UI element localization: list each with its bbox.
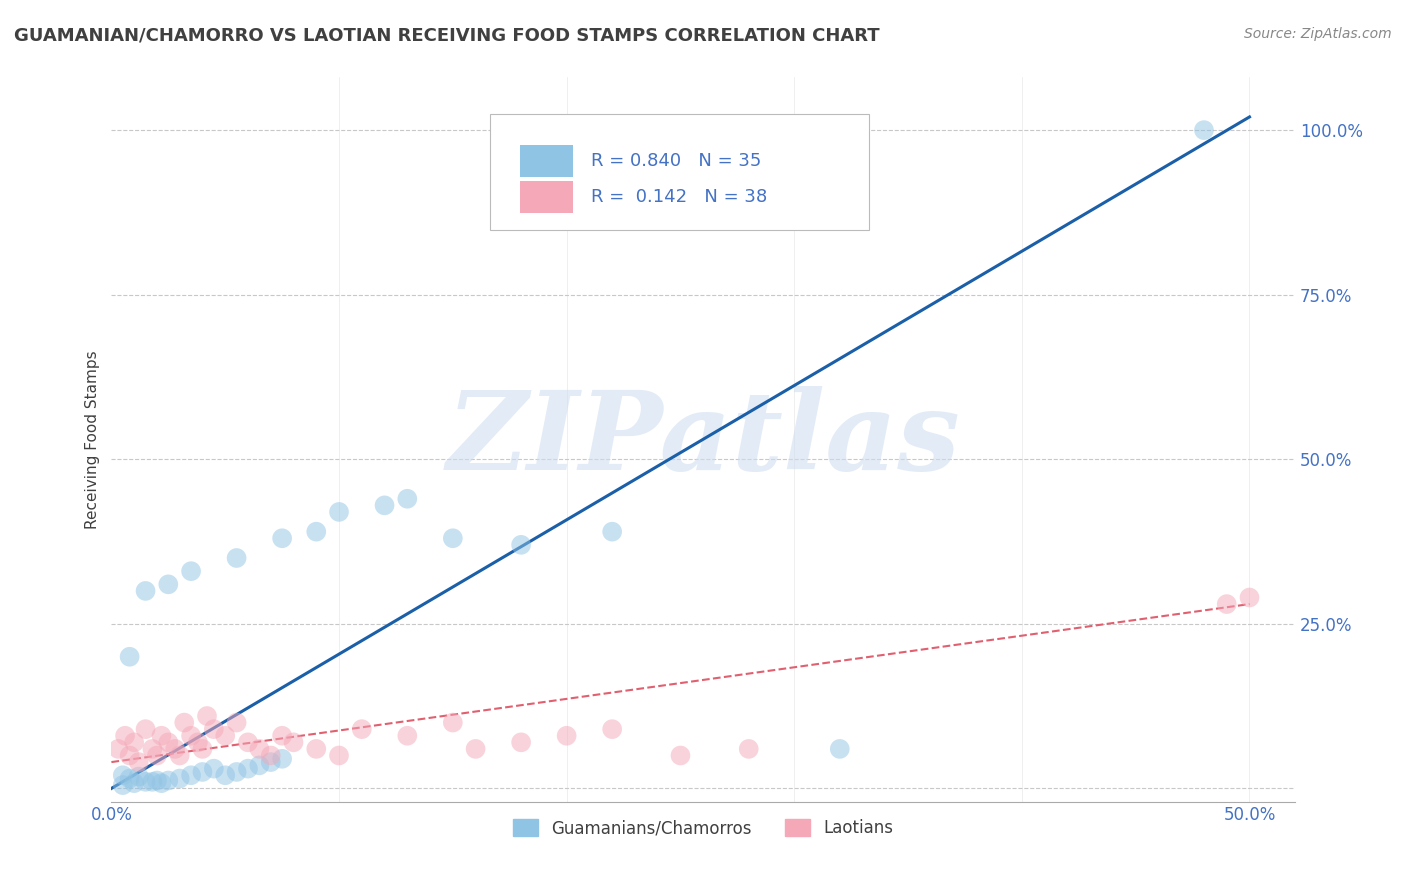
Point bbox=[600, 722, 623, 736]
Point bbox=[510, 538, 533, 552]
Point bbox=[828, 742, 851, 756]
Point bbox=[165, 742, 187, 756]
Point bbox=[107, 742, 129, 756]
Point bbox=[271, 531, 294, 545]
Point bbox=[114, 729, 136, 743]
Text: GUAMANIAN/CHAMORRO VS LAOTIAN RECEIVING FOOD STAMPS CORRELATION CHART: GUAMANIAN/CHAMORRO VS LAOTIAN RECEIVING … bbox=[14, 27, 880, 45]
Text: R =  0.142   N = 38: R = 0.142 N = 38 bbox=[591, 188, 768, 206]
Point bbox=[146, 773, 169, 788]
Point bbox=[146, 748, 169, 763]
Point bbox=[555, 729, 578, 743]
Point bbox=[180, 768, 202, 782]
Point bbox=[150, 776, 173, 790]
Point bbox=[1239, 591, 1261, 605]
Point bbox=[180, 564, 202, 578]
Text: R = 0.840   N = 35: R = 0.840 N = 35 bbox=[591, 152, 761, 169]
Point bbox=[187, 735, 209, 749]
Point bbox=[118, 772, 141, 786]
Point bbox=[260, 748, 283, 763]
Point bbox=[600, 524, 623, 539]
Point bbox=[135, 583, 157, 598]
Point bbox=[305, 742, 328, 756]
Point bbox=[169, 748, 191, 763]
Point bbox=[202, 762, 225, 776]
FancyBboxPatch shape bbox=[520, 181, 574, 213]
Point bbox=[225, 715, 247, 730]
Point bbox=[118, 649, 141, 664]
Point bbox=[247, 742, 270, 756]
Legend: Guamanians/Chamorros, Laotians: Guamanians/Chamorros, Laotians bbox=[506, 813, 900, 844]
Point bbox=[169, 772, 191, 786]
Point bbox=[173, 715, 195, 730]
Point bbox=[157, 773, 180, 788]
Point bbox=[122, 776, 145, 790]
Point bbox=[271, 752, 294, 766]
Point bbox=[738, 742, 761, 756]
Point bbox=[464, 742, 486, 756]
Point bbox=[669, 748, 692, 763]
Text: Source: ZipAtlas.com: Source: ZipAtlas.com bbox=[1244, 27, 1392, 41]
Text: ZIPatlas: ZIPatlas bbox=[446, 385, 960, 493]
Point bbox=[283, 735, 305, 749]
Point bbox=[111, 778, 134, 792]
FancyBboxPatch shape bbox=[491, 113, 869, 229]
Point bbox=[441, 715, 464, 730]
Point bbox=[202, 722, 225, 736]
Point bbox=[111, 768, 134, 782]
Point bbox=[328, 748, 350, 763]
Point bbox=[1215, 597, 1237, 611]
Point bbox=[236, 735, 259, 749]
Point bbox=[328, 505, 350, 519]
FancyBboxPatch shape bbox=[520, 145, 574, 177]
Point bbox=[441, 531, 464, 545]
Point bbox=[141, 742, 163, 756]
Y-axis label: Receiving Food Stamps: Receiving Food Stamps bbox=[86, 351, 100, 529]
Point bbox=[510, 735, 533, 749]
Point bbox=[225, 551, 247, 566]
Point bbox=[214, 768, 236, 782]
Point bbox=[1192, 123, 1215, 137]
Point bbox=[141, 774, 163, 789]
Point bbox=[195, 709, 218, 723]
Point bbox=[191, 742, 214, 756]
Point bbox=[396, 491, 419, 506]
Point bbox=[150, 729, 173, 743]
Point bbox=[271, 729, 294, 743]
Point bbox=[122, 735, 145, 749]
Point bbox=[191, 764, 214, 779]
Point bbox=[350, 722, 373, 736]
Point bbox=[214, 729, 236, 743]
Point bbox=[396, 729, 419, 743]
Point bbox=[260, 755, 283, 769]
Point bbox=[118, 748, 141, 763]
Point bbox=[305, 524, 328, 539]
Point bbox=[128, 755, 150, 769]
Point bbox=[157, 735, 180, 749]
Point bbox=[135, 774, 157, 789]
Point bbox=[157, 577, 180, 591]
Point bbox=[236, 762, 259, 776]
Point bbox=[128, 770, 150, 784]
Point bbox=[180, 729, 202, 743]
Point bbox=[374, 499, 396, 513]
Point bbox=[247, 758, 270, 772]
Point bbox=[225, 764, 247, 779]
Point bbox=[135, 722, 157, 736]
